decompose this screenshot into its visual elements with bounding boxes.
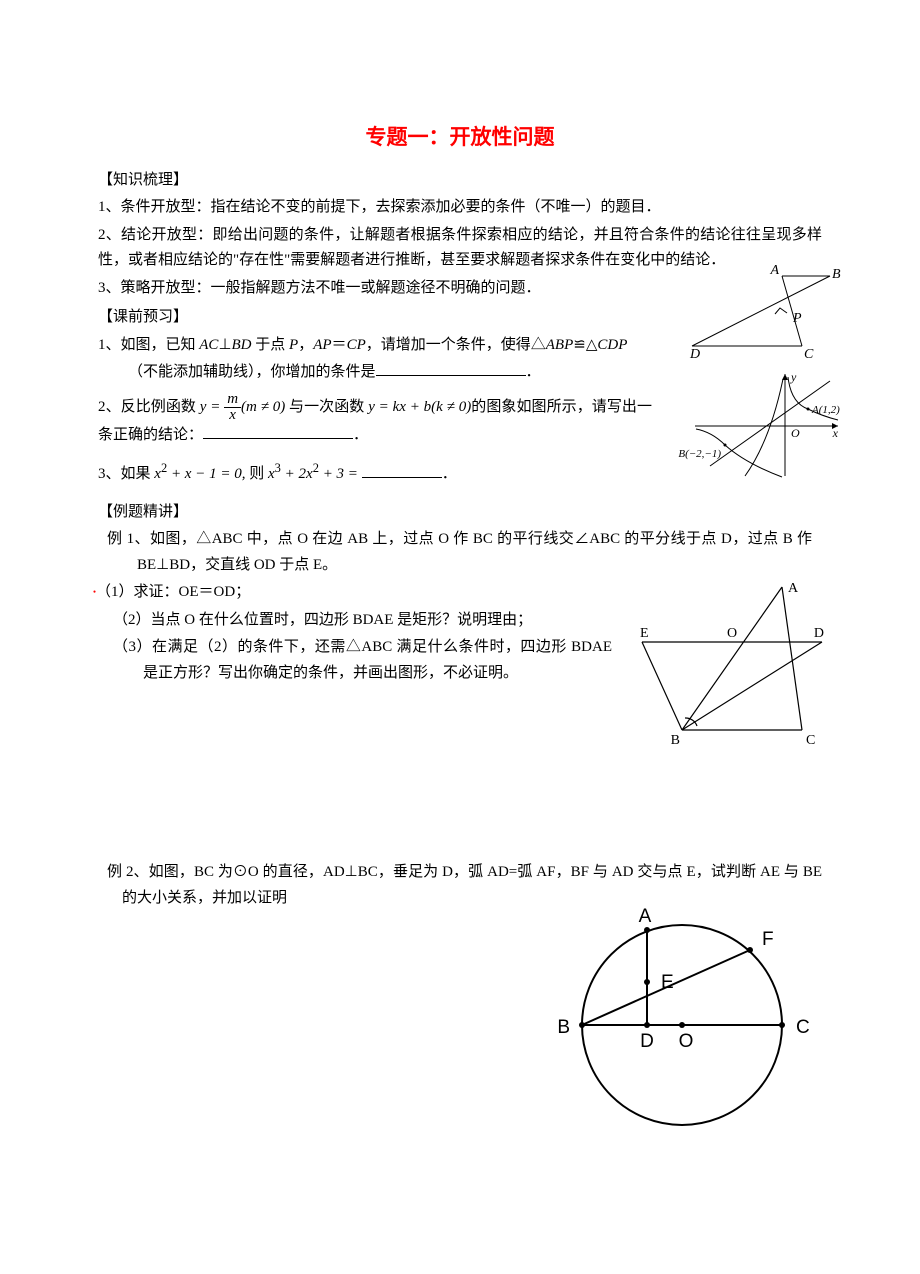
svg-text:C: C [796, 1017, 810, 1038]
knowledge-item-2: 2、结论开放型：即给出问题的条件，让解题者根据条件探索相应的结论，并且符合条件的… [98, 223, 822, 274]
svg-text:B: B [832, 267, 841, 282]
q3-blank[interactable] [362, 477, 442, 478]
svg-text:D: D [814, 626, 824, 641]
svg-text:O: O [727, 626, 737, 641]
svg-text:y: y [790, 370, 797, 384]
q1-text: 1、如图，已知 AC⊥BD 于点 P，AP＝CP，请增加一个条件，使得△ABP≌… [98, 337, 627, 353]
section-examples-header: 【例题精讲】 [98, 500, 822, 526]
svg-text:D: D [689, 347, 700, 362]
q1-cont: （不能添加辅助线），你增加的条件是 [128, 364, 376, 380]
svg-text:O: O [679, 1031, 694, 1052]
svg-text:B: B [557, 1017, 570, 1038]
svg-text:B: B [671, 733, 680, 748]
svg-text:E: E [640, 626, 649, 641]
svg-text:B(−2,−1): B(−2,−1) [678, 448, 721, 460]
svg-text:A(1,2): A(1,2) [811, 404, 840, 416]
svg-text:C: C [804, 347, 814, 362]
svg-text:A: A [788, 581, 799, 596]
svg-text:C: C [806, 733, 815, 748]
q3-text: 3、如果 x2 + x − 1 = 0, 则 x3 + 2x2 + 3 = [98, 466, 362, 482]
svg-text:A: A [769, 263, 779, 278]
svg-text:F: F [762, 929, 774, 950]
figure-function-graph: A(1,2)B(−2,−1)Oxy [690, 371, 840, 491]
section-knowledge-header: 【知识梳理】 [98, 168, 822, 194]
svg-text:O: O [791, 426, 800, 440]
q2-blank[interactable] [203, 438, 353, 439]
ex2-lead: 例 2、如图，BC 为⊙O 的直径，AD⊥BC，垂足为 D，弧 AD=弧 AF，… [98, 860, 822, 911]
svg-text:E: E [661, 972, 674, 993]
figure-triangles: ABDCP [687, 268, 832, 373]
q1-blank[interactable] [376, 375, 526, 376]
svg-text:D: D [640, 1031, 654, 1052]
figure-example1: A B C E D O [637, 582, 827, 752]
ex1-lead: 例 1、如图，△ABC 中，点 O 在边 AB 上，过点 O 作 BC 的平行线… [98, 527, 822, 578]
page-title: 专题一：开放性问题 [98, 120, 822, 156]
figure-example2: AFEBDOC [552, 910, 812, 1140]
svg-text:P: P [792, 311, 802, 326]
svg-text:x: x [832, 426, 839, 440]
q2-text: 2、反比例函数 y = mx(m ≠ 0) 与一次函数 y = kx + b(k… [98, 399, 652, 443]
knowledge-item-1: 1、条件开放型：指在结论不变的前提下，去探索添加必要的条件（不唯一）的题目． [98, 195, 822, 221]
svg-text:A: A [639, 906, 652, 927]
